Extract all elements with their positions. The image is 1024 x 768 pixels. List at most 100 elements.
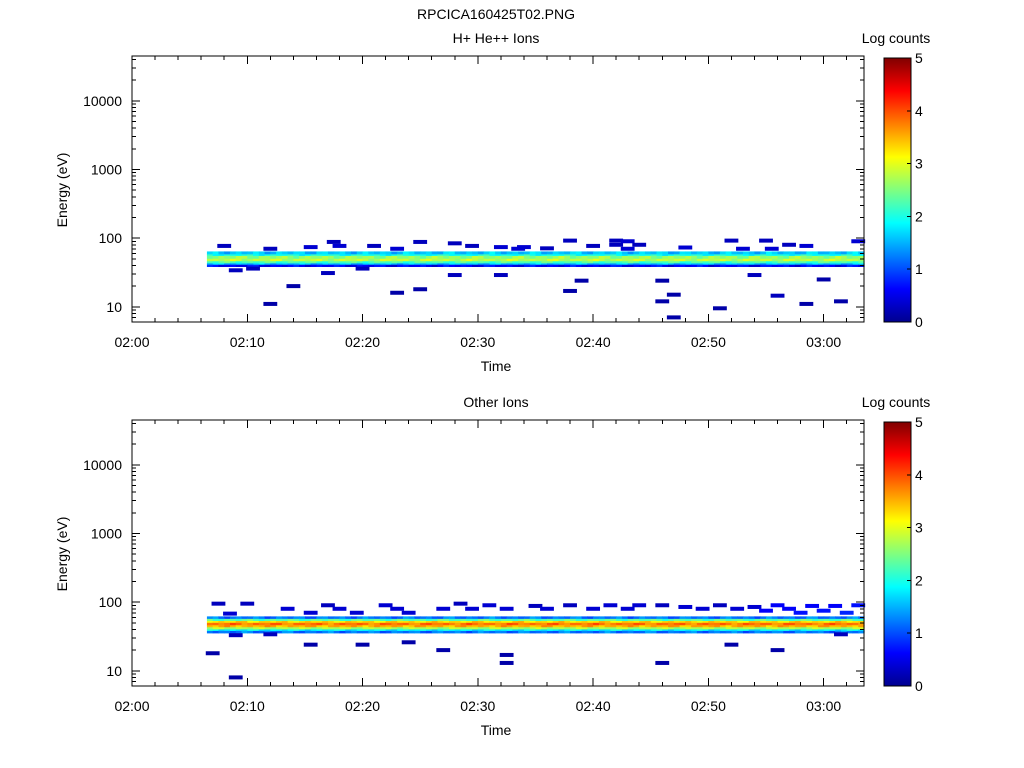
heatmap-cell (662, 627, 669, 630)
heatmap-cell (806, 621, 813, 624)
heatmap-cell (437, 627, 444, 630)
heatmap-cell (304, 630, 312, 634)
heatmap-cell (794, 255, 802, 260)
heatmap-cell (460, 263, 467, 266)
heatmap-cell (299, 261, 306, 264)
heatmap-cell (310, 622, 318, 626)
heatmap-cell (535, 625, 542, 628)
heatmap-cell (500, 629, 508, 632)
heatmap-cell (276, 629, 283, 632)
heatmap-cell (760, 630, 767, 634)
heatmap-cell (408, 629, 416, 632)
heatmap-cell (668, 627, 675, 630)
heatmap-cell (564, 630, 571, 634)
heatmap-cell (558, 618, 565, 622)
heatmap-cell (414, 616, 421, 620)
heatmap-cell (270, 621, 277, 624)
heatmap-cell (829, 629, 836, 632)
heatmap-cell (668, 621, 675, 624)
heatmap-cell (385, 629, 392, 632)
heatmap-cell (322, 263, 329, 266)
heatmap-cell (443, 621, 450, 624)
heatmap-cell (454, 621, 462, 624)
heatmap-cell (858, 254, 865, 257)
heatmap-sparse-cell (695, 606, 710, 611)
heatmap-cell (766, 616, 773, 620)
heatmap-cell (253, 254, 260, 257)
heatmap-cell (356, 254, 364, 257)
heatmap-cell (293, 616, 300, 620)
heatmap-cell (858, 630, 865, 634)
heatmap-cell (218, 254, 225, 257)
heatmap-cell (604, 264, 611, 267)
heatmap-cell (806, 629, 813, 632)
heatmap-sparse-cell (286, 284, 301, 289)
heatmap-cell (316, 263, 323, 266)
heatmap-sparse-cell (321, 603, 335, 608)
heatmap-cell (858, 629, 865, 632)
heatmap-cell (235, 622, 243, 626)
heatmap-cell (616, 616, 623, 620)
heatmap-cell (656, 254, 663, 257)
heatmap-cell (374, 255, 381, 260)
colorbar-tick-label: 5 (915, 414, 923, 430)
heatmap-cell (460, 251, 467, 255)
heatmap-sparse-cell (793, 610, 808, 615)
heatmap-cell (564, 263, 571, 266)
heatmap-cell (483, 629, 490, 632)
heatmap-cell (777, 251, 784, 255)
heatmap-cell (374, 629, 381, 632)
heatmap-cell (420, 621, 427, 624)
heatmap-cell (264, 264, 271, 267)
heatmap-cell (535, 618, 542, 622)
heatmap-cell (587, 630, 594, 634)
heatmap-cell (408, 261, 416, 264)
heatmap-cell (639, 258, 646, 262)
heatmap-cell (564, 629, 571, 632)
heatmap-cell (333, 629, 341, 632)
heatmap-cell (327, 622, 335, 626)
heatmap-cell (258, 622, 266, 626)
heatmap-cell (725, 627, 733, 630)
heatmap-cell (783, 264, 790, 267)
heatmap-cell (293, 263, 300, 266)
heatmap-cell (570, 621, 577, 624)
heatmap-cell (264, 622, 271, 626)
heatmap-cell (437, 255, 444, 260)
heatmap-cell (241, 255, 248, 260)
heatmap-cell (368, 261, 375, 264)
heatmap-cell (460, 261, 467, 264)
heatmap-cell (639, 625, 646, 628)
heatmap-cell (287, 630, 294, 634)
heatmap-cell (685, 622, 692, 626)
heatmap-cell (351, 254, 358, 257)
heatmap-cell (840, 621, 848, 624)
heatmap-cell (454, 261, 462, 264)
heatmap-cell (229, 254, 237, 257)
heatmap-cell (656, 622, 663, 626)
heatmap-cell (633, 255, 640, 260)
heatmap-cell (777, 621, 784, 624)
heatmap-cell (241, 621, 248, 624)
figure-title: RPCICA160425T02.PNG (417, 6, 575, 22)
heatmap-cell (500, 616, 508, 620)
heatmap-cell (731, 263, 738, 266)
heatmap-cell (333, 251, 341, 255)
heatmap-cell (604, 621, 611, 624)
colorbar-tick-label: 1 (915, 625, 923, 641)
heatmap-cell (327, 264, 335, 267)
heatmap-cell (748, 261, 756, 264)
heatmap-cell (339, 254, 346, 257)
heatmap-cell (812, 616, 819, 620)
heatmap-cell (564, 255, 571, 260)
heatmap-cell (253, 622, 260, 626)
heatmap-cell (725, 629, 733, 632)
heatmap-cell (247, 258, 254, 262)
heatmap-cell (598, 616, 606, 620)
heatmap-cell (800, 251, 807, 255)
heatmap-cell (258, 263, 266, 266)
heatmap-cell (754, 622, 761, 626)
heatmap-cell (293, 630, 300, 634)
heatmap-cell (673, 621, 681, 624)
heatmap-cell (414, 629, 421, 632)
